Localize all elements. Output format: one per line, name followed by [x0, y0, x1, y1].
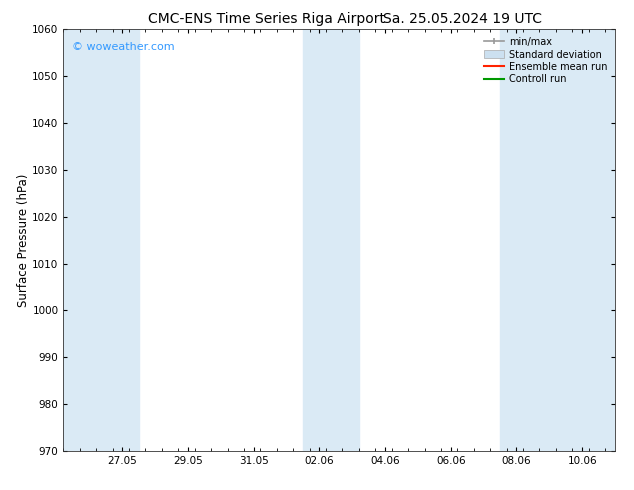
Text: © woweather.com: © woweather.com [72, 42, 174, 52]
Bar [303, 29, 359, 451]
Bar [63, 29, 139, 451]
Text: Sa. 25.05.2024 19 UTC: Sa. 25.05.2024 19 UTC [384, 12, 542, 26]
Y-axis label: Surface Pressure (hPa): Surface Pressure (hPa) [16, 173, 30, 307]
Text: CMC-ENS Time Series Riga Airport: CMC-ENS Time Series Riga Airport [148, 12, 385, 26]
Bar [500, 29, 615, 451]
Legend: min/max, Standard deviation, Ensemble mean run, Controll run: min/max, Standard deviation, Ensemble me… [481, 34, 610, 87]
